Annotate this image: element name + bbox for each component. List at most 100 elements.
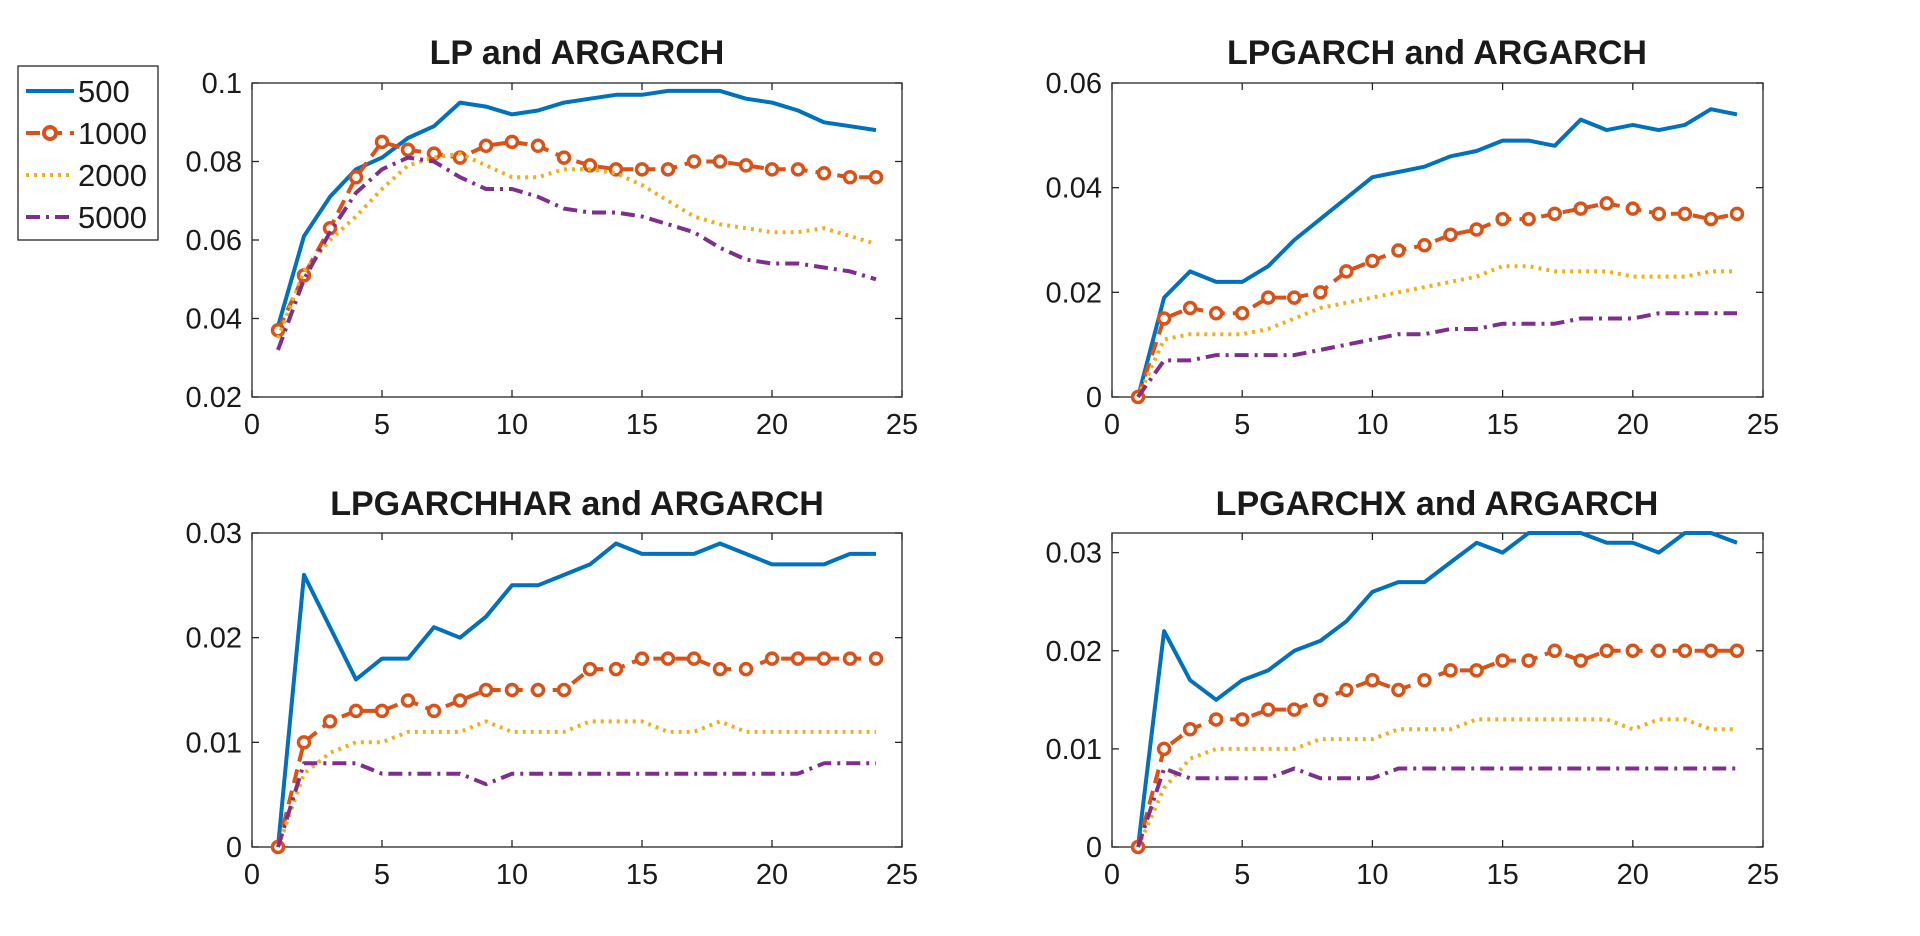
point-marker-1000 [582,661,598,677]
series-line-2000 [1136,717,1737,848]
point-marker-1000 [686,651,702,666]
point-marker-1000 [1313,692,1328,708]
x-tick-label: 5 [374,409,390,441]
point-marker-1000 [296,735,312,750]
legend-label-1000: 1000 [78,116,147,151]
point-marker-1000 [1703,643,1719,658]
point-marker-1000 [1365,253,1380,269]
series-line-5000 [1136,311,1737,399]
y-tick-label: 0.03 [186,518,242,550]
series-line-500 [276,541,876,848]
point-marker-1000 [1469,222,1484,237]
series-layer [1130,531,1745,855]
point-marker-1000 [426,146,442,161]
point-marker-1000 [1156,311,1172,326]
axes-box [251,82,903,398]
x-tick-label: 0 [1104,859,1120,891]
point-marker-1000 [1677,206,1693,222]
point-marker-1000 [1443,227,1458,243]
tick-group: 0 5 10 15 20 25 0 0.01 0.02 0.03 [186,518,919,891]
x-tick-label: 5 [374,859,390,891]
panel-title: LP and ARGARCH [430,34,725,72]
point-marker-1000 [1313,285,1328,300]
y-tick-label: 0.02 [1046,277,1102,309]
point-marker-1000 [868,651,884,666]
point-marker-1000 [1547,643,1562,658]
point-marker-1000 [1495,211,1510,227]
legend-box [17,65,159,241]
x-tick-label: 10 [496,409,528,441]
panel-title: LPGARCH and ARGARCH [1227,34,1647,72]
point-marker-1000 [1417,237,1432,253]
legend-label-5000: 5000 [78,200,147,235]
tick-group: 0 5 10 15 20 25 0 0.01 0.02 0.03 [1046,533,1779,891]
point-marker-1000 [1677,643,1693,658]
point-marker-1000 [348,169,364,185]
y-tick-label: 0 [226,832,242,864]
axes-box [251,532,903,848]
point-marker-1000 [1182,300,1198,316]
panel-lpgarchhar: LPGARCHHAR and ARGARCH 0 5 10 15 20 25 0 0.01 0.… [186,485,919,891]
x-tick-label: 20 [756,859,788,891]
point-marker-1000 [712,154,728,169]
panel-title: LPGARCHHAR and ARGARCH [330,485,824,523]
point-marker-1000 [1234,712,1250,727]
series-line-500 [1136,107,1738,398]
panel-lpgarch: LPGARCH and ARGARCH 0 5 10 15 20 2500.020.040… [1046,34,1780,441]
point-marker-1000 [1599,643,1615,658]
panel-lp: LP and ARGARCH 0 5 10 15 20 25 0.02 0.04 0.06 0.0… [186,34,919,441]
y-tick-label: 0.08 [186,147,242,179]
point-marker-1000 [1260,290,1276,305]
x-tick-label: 25 [886,409,918,441]
series-layer [270,88,884,351]
point-marker-1000 [1547,206,1562,222]
point-marker-1000 [634,162,650,177]
point-marker-1000 [842,651,858,666]
y-tick-label: 0.02 [186,623,242,655]
point-marker-1000 [530,138,546,154]
point-marker-1000 [738,158,754,173]
series-line-2000 [1136,264,1737,398]
y-tick-label: 0.1 [202,68,242,100]
point-marker-1000 [1573,653,1588,668]
axes-box [1111,532,1764,848]
point-marker-1000 [816,651,832,666]
series-line-2000 [276,719,876,848]
y-tick-label: 0.06 [1046,68,1102,100]
y-tick-label: 0.01 [186,727,242,759]
x-tick-label: 10 [1356,409,1388,441]
point-marker-1000 [608,661,624,677]
tick-group: 0 5 10 15 20 25 0 0.02 0.04 0.06 [1046,68,1780,441]
point-marker-1000 [1365,672,1380,688]
x-tick-label: 25 [886,859,918,891]
point-marker-1000 [452,693,468,708]
y-tick-label: 0.02 [186,382,242,414]
point-marker-1000 [1287,702,1302,717]
point-marker-1000 [1417,672,1432,688]
legend-label-2000: 2000 [78,158,147,193]
point-marker-1000 [660,162,676,177]
point-marker-1000 [764,162,780,177]
series-line-500 [276,88,877,327]
point-marker-1000 [426,703,442,719]
point-marker-1000 [1729,643,1745,658]
panel-lpgarchx: LPGARCHX and ARGARCH 0 5 10 15 20 25 0 0.01 0.02… [1046,485,1780,891]
series-line-5000 [1136,766,1737,848]
series-layer [270,541,884,855]
point-marker-1000 [478,138,494,154]
series-layer [1130,107,1745,405]
point-marker-1000 [478,682,494,698]
point-marker-1000 [1651,643,1667,658]
point-marker-1000 [1156,741,1172,757]
point-marker-1000 [1208,712,1224,727]
x-tick-label: 0 [1104,409,1120,441]
point-marker-1000 [348,703,364,719]
point-marker-1000 [1182,722,1198,737]
point-marker-1000 [556,682,572,698]
point-marker-1000 [816,166,832,181]
point-marker-1000 [504,134,520,150]
point-marker-1000 [530,682,546,698]
x-tick-label: 20 [1617,859,1649,891]
point-marker-1000 [1651,206,1667,222]
